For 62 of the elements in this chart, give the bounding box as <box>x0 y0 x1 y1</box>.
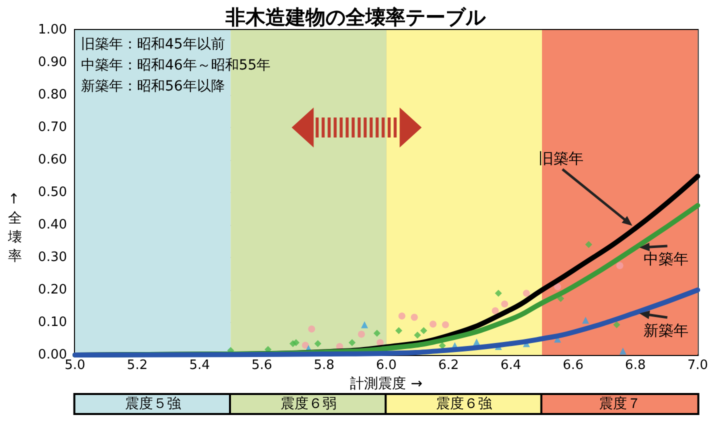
point <box>438 342 446 350</box>
y-tick-label: 0.00 <box>38 348 67 362</box>
x-tick-label: 5.4 <box>189 358 210 373</box>
y-tick-label: 0.70 <box>38 120 67 135</box>
x-tick-label: 5.6 <box>251 358 272 373</box>
point <box>522 290 530 297</box>
x-tick-label: 6.6 <box>562 358 584 373</box>
x-tick-label: 5.2 <box>126 358 148 373</box>
x-tick-label: 6.4 <box>500 358 522 373</box>
point <box>373 330 380 337</box>
x-axis-title: 計測震度 → <box>350 376 423 392</box>
x-tick-label: 6.2 <box>438 358 459 373</box>
x-tick-label: 6.0 <box>376 358 397 373</box>
band-label: 震度７ <box>598 396 641 412</box>
point <box>292 339 300 346</box>
x-tick-label: 5.0 <box>64 358 86 373</box>
point <box>414 332 421 339</box>
point <box>420 327 428 334</box>
band-label: 震度６強 <box>436 396 492 412</box>
y-tick-label: 0.50 <box>38 185 67 200</box>
x-tick-label: 6.8 <box>625 358 646 373</box>
annotation: 旧築年：昭和45年以前 <box>81 36 225 52</box>
point <box>308 326 316 332</box>
series-label: 中築年 <box>643 250 688 268</box>
point <box>395 327 402 334</box>
y-tick-label: 0.90 <box>38 55 67 70</box>
x-tick-label: 5.8 <box>314 358 334 373</box>
chart-title: 非木造建物の全壊率テーブル <box>224 5 486 29</box>
series-label: 新築年 <box>643 322 688 340</box>
y-tick-label: 0.60 <box>38 152 67 168</box>
y-axis-title: ↑全壊率 <box>7 192 22 264</box>
point <box>430 320 437 328</box>
point <box>582 316 590 324</box>
y-tick-label: 0.40 <box>38 218 67 232</box>
y-tick-label: 0.80 <box>38 88 67 102</box>
point <box>398 312 406 320</box>
point <box>619 348 626 355</box>
point <box>554 283 562 290</box>
point <box>442 321 449 328</box>
y-tick-label: 0.10 <box>38 315 67 330</box>
point <box>585 241 592 248</box>
point <box>613 321 620 328</box>
point <box>358 330 365 338</box>
point <box>376 339 384 346</box>
point <box>616 262 624 270</box>
y-tick-label: 1.00 <box>38 22 67 38</box>
point <box>302 342 309 349</box>
point <box>492 307 499 314</box>
point <box>314 340 322 348</box>
annotation: 新築年：昭和56年以降 <box>81 78 225 94</box>
point <box>501 300 508 308</box>
band-label: 震度６弱 <box>280 396 336 412</box>
y-tick-label: 0.20 <box>38 282 67 298</box>
point <box>410 314 418 321</box>
text: 旧築年 <box>538 149 584 168</box>
point <box>348 339 356 346</box>
annotation: 中築年：昭和46年～昭和55年 <box>81 58 271 74</box>
y-tick-label: 0.30 <box>38 250 67 265</box>
x-tick-label: 7.0 <box>687 358 708 373</box>
band-label: 震度５強 <box>124 396 181 412</box>
point <box>494 290 502 297</box>
point <box>361 321 368 328</box>
